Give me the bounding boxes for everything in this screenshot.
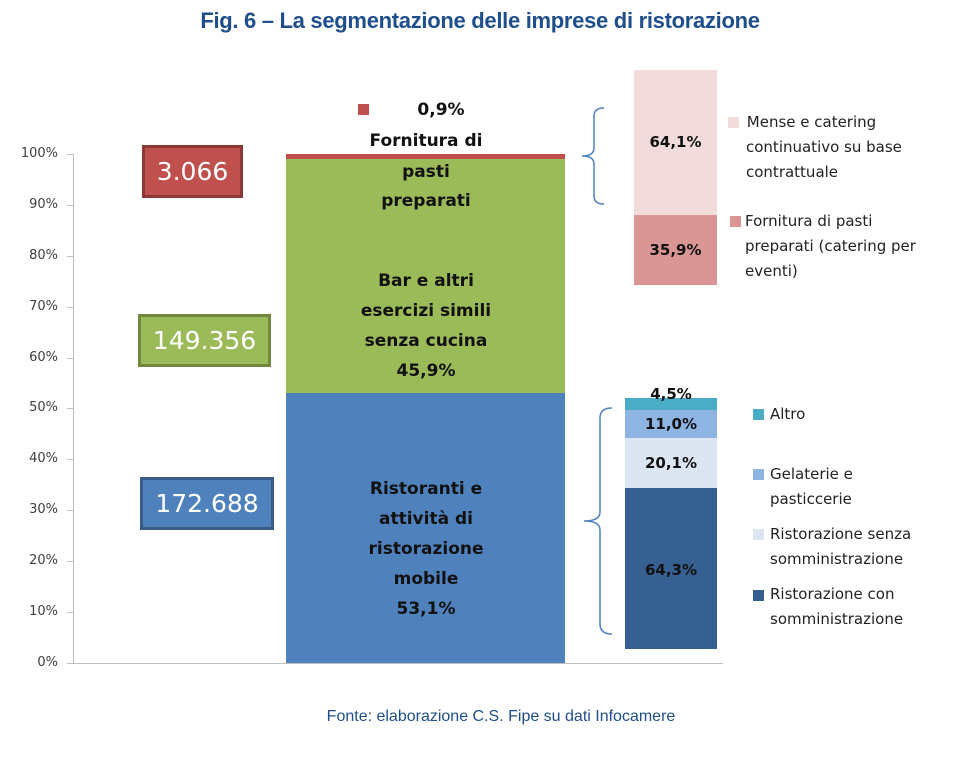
label-line: 53,1% xyxy=(396,599,456,619)
legend-line: continuativo su base xyxy=(746,138,902,156)
legend-swatch-con-somm xyxy=(753,590,764,601)
label-line: Bar e altri xyxy=(378,271,474,291)
legend-swatch-senza-somm xyxy=(753,529,764,540)
fornitura-label-line: preparati xyxy=(381,191,471,211)
label-line: Ristoranti e xyxy=(369,479,483,499)
fornitura-label-line: Fornitura di xyxy=(369,131,483,151)
fornitura-pct-label: 0,9% xyxy=(417,100,465,120)
label-line: senza cucina xyxy=(364,331,488,351)
legend-line: Altro xyxy=(770,405,806,423)
label-line: ristorazione xyxy=(368,539,484,559)
segment-altro xyxy=(625,398,717,410)
legend-swatch-gelaterie xyxy=(753,469,764,480)
legend-item-mense: Mense e catering continuativo su base co… xyxy=(742,110,902,185)
brace-upper-icon xyxy=(581,107,605,205)
segment-con-somm xyxy=(625,488,717,649)
legend-item-con-somm: Ristorazione con somministrazione xyxy=(770,582,903,632)
count-box-ristoranti: 172.688 xyxy=(140,477,274,530)
fornitura-label-line: pasti xyxy=(402,162,450,182)
legend-line: pasticcerie xyxy=(770,490,852,508)
y-tick-label: 10% xyxy=(29,604,58,619)
legend-swatch-catering-eventi xyxy=(730,216,741,227)
legend-item-altro: Altro xyxy=(770,402,805,427)
segment-ristoranti xyxy=(286,393,565,663)
y-tick-label: 100% xyxy=(20,146,58,161)
segment-fornitura xyxy=(286,154,565,159)
legend-item-senza-somm: Ristorazione senza somministrazione xyxy=(770,522,911,572)
label-line: 45,9% xyxy=(396,361,456,381)
y-tick-label: 20% xyxy=(29,553,58,568)
legend-swatch-mense xyxy=(728,117,739,128)
label-line: mobile xyxy=(393,569,459,589)
fornitura-legend-swatch xyxy=(358,104,369,115)
y-tick-label: 40% xyxy=(29,451,58,466)
legend-line: Ristorazione con xyxy=(770,585,895,603)
y-tick-label: 80% xyxy=(29,248,58,263)
mense-pct-label: 64,1% xyxy=(649,133,702,151)
y-tick-label: 60% xyxy=(29,350,58,365)
segment-gelaterie xyxy=(625,410,717,438)
legend-line: preparati (catering per xyxy=(745,237,916,255)
senza-somm-pct-label: 20,1% xyxy=(644,454,698,472)
legend-swatch-altro xyxy=(753,409,764,420)
legend-line: Fornitura di pasti xyxy=(745,212,873,230)
count-box-fornitura: 3.066 xyxy=(142,145,243,198)
segment-senza-somm xyxy=(625,438,717,488)
segment-catering-eventi xyxy=(634,215,717,285)
count-box-bar: 149.356 xyxy=(138,314,271,367)
y-tick-label: 70% xyxy=(29,299,58,314)
legend-line: Mense e catering xyxy=(742,113,877,131)
bar-segment-label: Bar e altri esercizi simili senza cucina… xyxy=(316,266,536,386)
legend-line: eventi) xyxy=(745,262,798,280)
segment-bar xyxy=(286,159,565,393)
con-somm-pct-label: 64,3% xyxy=(644,561,698,579)
y-tick-label: 90% xyxy=(29,197,58,212)
chart-title: Fig. 6 – La segmentazione delle imprese … xyxy=(200,8,760,33)
altro-pct-label: 4,5% xyxy=(650,385,692,403)
source-note: Fonte: elaborazione C.S. Fipe su dati In… xyxy=(326,708,676,725)
label-line: esercizi simili xyxy=(360,301,492,321)
legend-line: Ristorazione senza xyxy=(770,525,912,543)
label-line: attività di xyxy=(379,509,473,529)
y-tick-label: 0% xyxy=(37,655,58,670)
legend-item-catering-eventi: Fornitura di pasti preparati (catering p… xyxy=(745,209,916,284)
y-tick-label: 30% xyxy=(29,502,58,517)
legend-line: somministrazione xyxy=(770,550,904,568)
gelaterie-pct-label: 11,0% xyxy=(644,415,698,433)
ristoranti-segment-label: Ristoranti e attività di ristorazione mo… xyxy=(316,474,536,624)
x-axis-line xyxy=(73,663,723,664)
catering-eventi-pct-label: 35,9% xyxy=(649,241,702,259)
brace-lower-icon xyxy=(583,407,613,635)
legend-line: contrattuale xyxy=(746,163,839,181)
legend-item-gelaterie: Gelaterie e pasticcerie xyxy=(770,462,853,512)
segment-mense xyxy=(634,70,717,215)
legend-line: somministrazione xyxy=(770,610,904,628)
legend-line: Gelaterie e xyxy=(770,465,853,483)
y-tick-label: 50% xyxy=(29,400,58,415)
